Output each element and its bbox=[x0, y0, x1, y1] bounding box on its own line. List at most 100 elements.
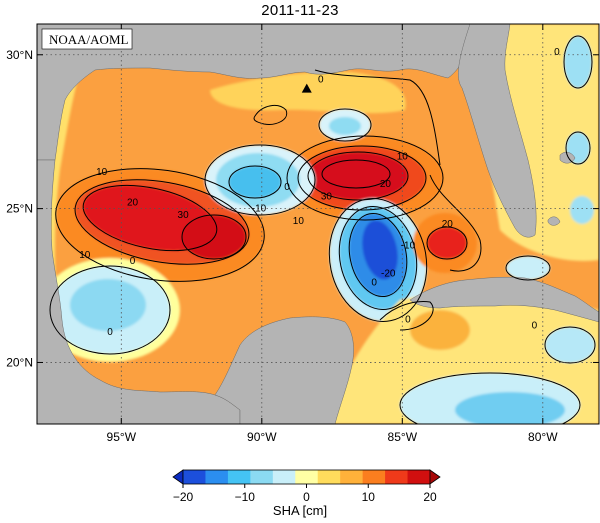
station-marker-triangle bbox=[301, 83, 312, 93]
credit-box: NOAA/AOML bbox=[41, 28, 133, 50]
contour-label: 0 bbox=[284, 182, 290, 193]
contour-label: 0 bbox=[130, 256, 136, 267]
colorbar-min-arrow bbox=[172, 469, 184, 485]
contour-label: 0 bbox=[371, 278, 377, 289]
contour-label: 20 bbox=[442, 219, 454, 230]
lat-tick-label: 30°N bbox=[6, 48, 33, 62]
contour-line-layer bbox=[49, 35, 596, 424]
colorbar-swatch bbox=[183, 470, 206, 484]
contour-campeche-0 bbox=[49, 265, 171, 355]
florida-cold-patch-1 bbox=[564, 36, 592, 88]
colorbar-swatch bbox=[385, 470, 409, 484]
keys-cold-patch bbox=[506, 256, 550, 280]
contour-label: 30 bbox=[321, 191, 333, 202]
contour-loop-40 bbox=[321, 159, 391, 189]
colorbar-swatch bbox=[272, 470, 296, 484]
colorbar-max-arrow bbox=[429, 469, 441, 485]
lon-tick-label: 95°W bbox=[107, 430, 137, 444]
colorbar-swatch bbox=[362, 470, 386, 484]
colorbar-tick-label: −10 bbox=[235, 490, 256, 504]
contour-label: 0 bbox=[554, 47, 560, 58]
contour-central-m10 bbox=[338, 206, 418, 310]
contour-caribbean-0 bbox=[399, 372, 581, 424]
yucatan-peninsula-land bbox=[214, 316, 354, 424]
contour-keys-patch bbox=[505, 255, 551, 281]
caribbean-cold-region-core bbox=[455, 392, 565, 424]
colorbar-swatch bbox=[295, 470, 319, 484]
contour-label: 20 bbox=[127, 198, 139, 209]
contour-western-20 bbox=[74, 179, 250, 265]
contour-loop-10 bbox=[286, 135, 444, 221]
campeche-cold-eddy-core bbox=[70, 279, 146, 331]
map-title: 2011-11-23 bbox=[261, 2, 339, 19]
contour-label: 30 bbox=[178, 210, 190, 221]
contour-western-30b bbox=[181, 214, 247, 260]
colorbar-swatch bbox=[317, 470, 341, 484]
eastern-warm-eddy-core bbox=[427, 227, 467, 259]
contour-label: 10 bbox=[397, 151, 409, 162]
credit-box-background bbox=[41, 28, 133, 50]
contour-central-0 bbox=[328, 198, 428, 322]
contour-label: 10 bbox=[79, 250, 91, 261]
contour-label: 10 bbox=[96, 167, 108, 178]
colorbar-swatch bbox=[205, 470, 229, 484]
colorbar-tick-label: 0 bbox=[303, 490, 310, 504]
contour-loop-20 bbox=[297, 145, 427, 211]
map-plot-area: 0 0 10 20 30 10 0 0 -10 0 10 30 20 10 0 -10 -20 20 0 0 bbox=[37, 24, 599, 424]
contour-label: 0 bbox=[318, 74, 324, 85]
contour-western-30 bbox=[82, 184, 218, 252]
gridline-layer bbox=[37, 24, 599, 424]
florida-peninsula-land bbox=[458, 24, 537, 238]
bahamas-land bbox=[547, 151, 576, 226]
contour-label: -10 bbox=[401, 241, 416, 252]
contour-label: -10 bbox=[252, 204, 267, 215]
us-gulf-coast-land bbox=[37, 24, 471, 161]
contour-label: 20 bbox=[380, 179, 392, 190]
florida-cold-patch-3 bbox=[570, 196, 594, 224]
contour-loop-30 bbox=[307, 151, 409, 201]
contour-caribbean-east bbox=[544, 326, 596, 364]
contour-eastern-10 bbox=[429, 174, 482, 272]
cuba-land bbox=[409, 276, 599, 323]
colorbar-swatch bbox=[227, 470, 251, 484]
lat-tick-label: 20°N bbox=[6, 355, 33, 369]
axis-label-layer: 95°W 90°W 85°W 80°W 20°N 25°N 30°N bbox=[6, 48, 558, 444]
lat-tick-label: 25°N bbox=[6, 202, 33, 216]
caribbean-warm-patch bbox=[410, 310, 470, 350]
central-cold-eddy-core bbox=[362, 220, 398, 280]
contour-label: 0 bbox=[532, 321, 538, 332]
contour-northeast-0 bbox=[314, 69, 441, 166]
contour-label-layer: 0 0 10 20 30 10 0 0 -10 0 10 30 20 10 0 -10 -20 20 0 0 bbox=[79, 47, 560, 338]
contour-label: 10 bbox=[293, 216, 305, 227]
caribbean-cold-patch-east bbox=[545, 327, 595, 363]
contour-northern-0 bbox=[318, 108, 372, 142]
land-layer bbox=[37, 24, 599, 424]
contour-northern-shelf-0 bbox=[253, 104, 288, 125]
contour-eastern-20 bbox=[426, 226, 468, 260]
colorbar-label: SHA [cm] bbox=[272, 503, 328, 518]
colorbar-swatch bbox=[407, 470, 431, 484]
colorbar-tick-label: −20 bbox=[173, 490, 194, 504]
contour-western-10 bbox=[55, 168, 265, 282]
contour-central-m20 bbox=[348, 213, 408, 297]
contour-yucatan-0 bbox=[204, 144, 316, 216]
yucatan-cold-eddy-core bbox=[229, 166, 281, 198]
contour-label: 0 bbox=[107, 327, 113, 338]
lon-tick-label: 85°W bbox=[388, 430, 418, 444]
colorbar-swatch bbox=[250, 470, 274, 484]
map-frame bbox=[36, 23, 600, 425]
colorbar: −20 −10 0 10 20 bbox=[172, 469, 441, 504]
contour-florida-patch-1 bbox=[563, 35, 593, 89]
contour-label: -20 bbox=[381, 268, 396, 279]
colorbar-tick-label: 10 bbox=[362, 490, 376, 504]
contour-label: 0 bbox=[405, 314, 411, 325]
lon-tick-label: 80°W bbox=[528, 430, 558, 444]
contour-yucatan-m10 bbox=[228, 165, 282, 199]
contour-florida-patch-2 bbox=[565, 131, 591, 165]
lon-tick-label: 90°W bbox=[247, 430, 277, 444]
contour-southeast-0 bbox=[379, 301, 434, 331]
colorbar-swatch bbox=[340, 470, 364, 484]
northern-cold-eddy-core bbox=[329, 117, 361, 135]
credit-text: NOAA/AOML bbox=[49, 32, 129, 47]
